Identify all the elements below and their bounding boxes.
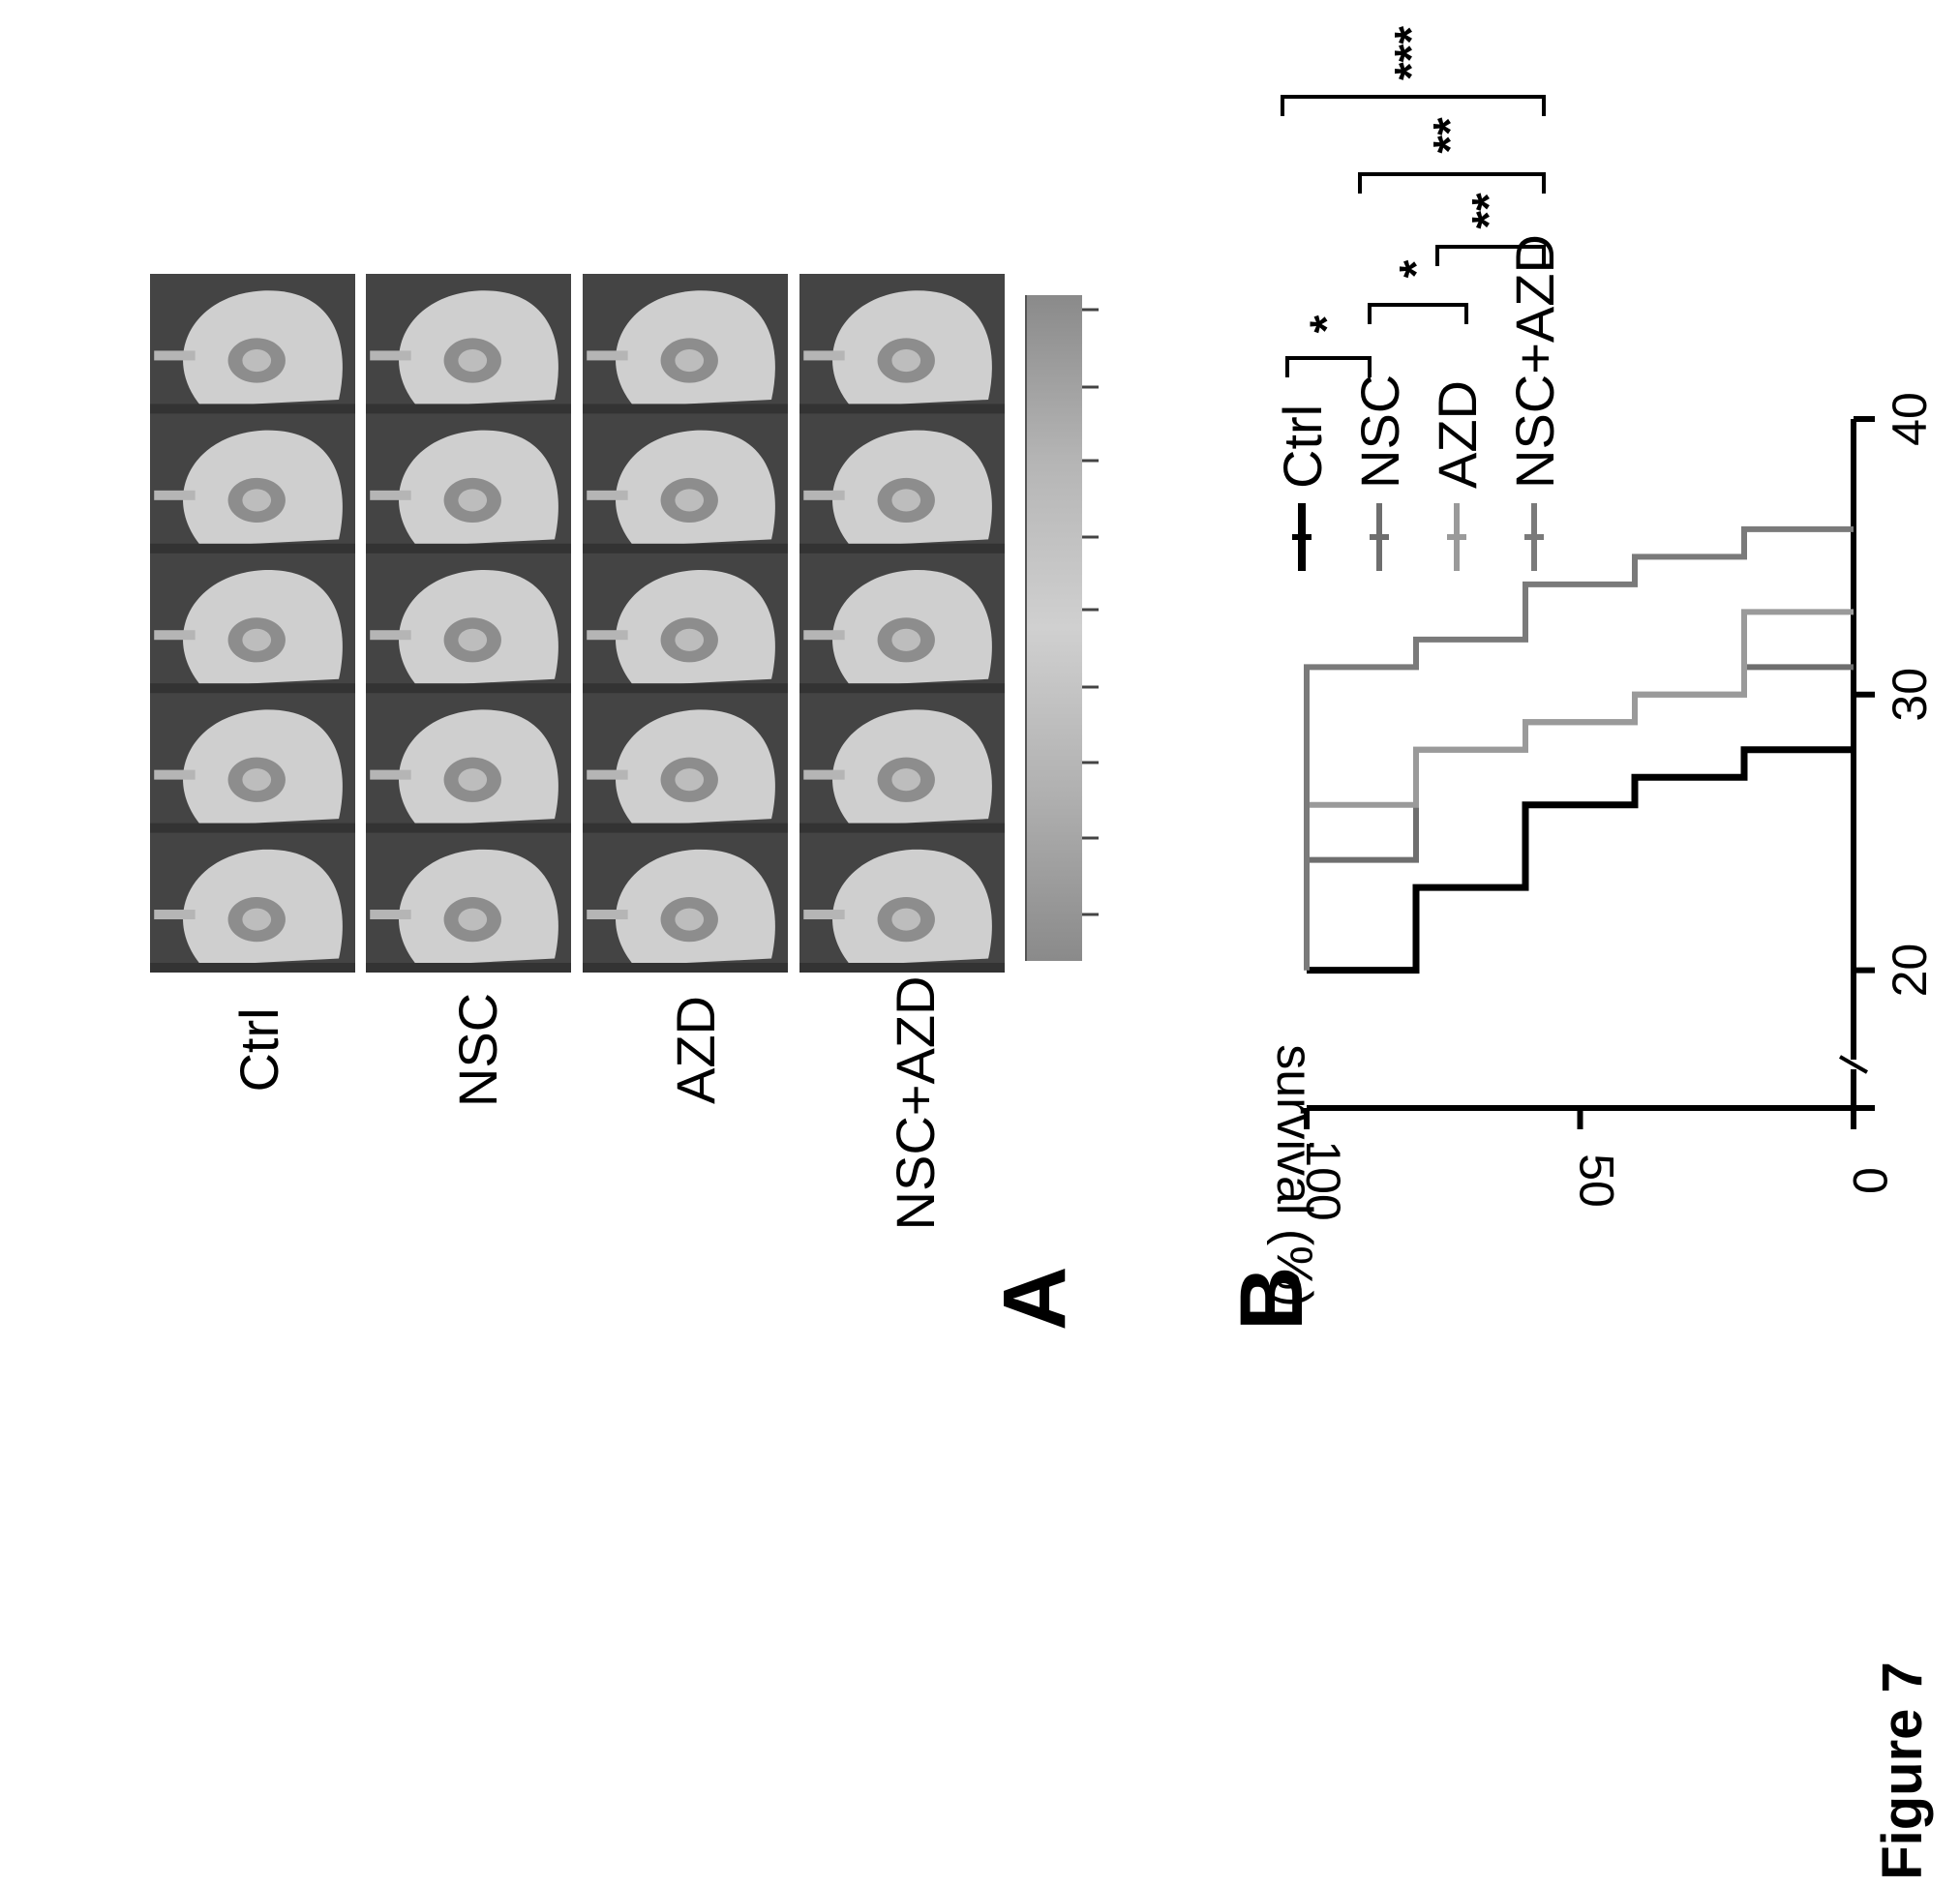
y-tick-label: 50 [1570,1153,1624,1208]
x-tick-label: 30 [1883,668,1937,722]
panel-b: B survival (%) 20 30 40 0 50 100 Ctrl NSC AZD NS… [1222,26,1937,1331]
panel-a-label: A [985,1267,1084,1331]
panel-b-label: B [1222,1267,1321,1331]
chart-legend: Ctrl NSC AZD NSC+AZD [1272,234,1565,571]
series-line-azd [1304,609,1854,971]
legend-label: NSC [1349,374,1410,489]
legend-label: Ctrl [1272,404,1333,489]
image-strips [150,274,1005,973]
x-tick-label: 40 [1883,392,1937,446]
legend-item-nsc-azd: NSC+AZD [1504,234,1565,571]
significance-label: * [1302,314,1353,333]
legend-label: AZD [1427,380,1488,489]
legend-item-azd: AZD [1427,380,1488,571]
significance-bracket: * [1285,314,1372,377]
significance-label: *** [1386,26,1437,80]
significance-bracket: ** [1435,193,1546,266]
image-row-ctrl [150,274,355,973]
y-axis-label: survival (%) [1266,1044,1322,1307]
series-line-nsc-azd [1304,525,1854,971]
row-label-nsc: NSC [447,993,508,1107]
significance-label: ** [1463,193,1515,229]
image-row-azd [583,274,788,973]
row-label-ctrl: Ctrl [228,1007,289,1092]
legend-item-nsc: NSC [1349,374,1410,571]
legend-item-ctrl: Ctrl [1272,404,1333,571]
chart-axes: 20 30 40 0 50 100 [1296,392,1937,1221]
significance-bracket: *** [1281,26,1546,116]
image-row-nsc [366,274,571,973]
significance-label: * [1391,259,1442,278]
y-tick-label: 100 [1296,1140,1350,1220]
series-line-ctrl [1307,746,1854,974]
significance-bracket: * [1368,259,1468,324]
x-tick-label: 20 [1883,944,1937,998]
chart-series [1304,525,1854,974]
color-scale-bar [1025,295,1099,961]
significance-label: ** [1425,117,1476,154]
y-tick-label: 0 [1843,1167,1897,1194]
panel-a: A Ctrl NSC AZD NSC+AZD [150,274,1099,1331]
significance-bracket: ** [1358,117,1546,194]
series-line-nsc [1304,664,1854,971]
figure-caption: Figure 7 [1871,1662,1934,1880]
image-row-nsc-azd [799,274,1005,973]
row-label-azd: AZD [665,996,726,1104]
legend-label: NSC+AZD [1504,234,1565,489]
significance-brackets: ********* [1281,26,1546,377]
row-label-nsc-azd: NSC+AZD [885,976,946,1231]
